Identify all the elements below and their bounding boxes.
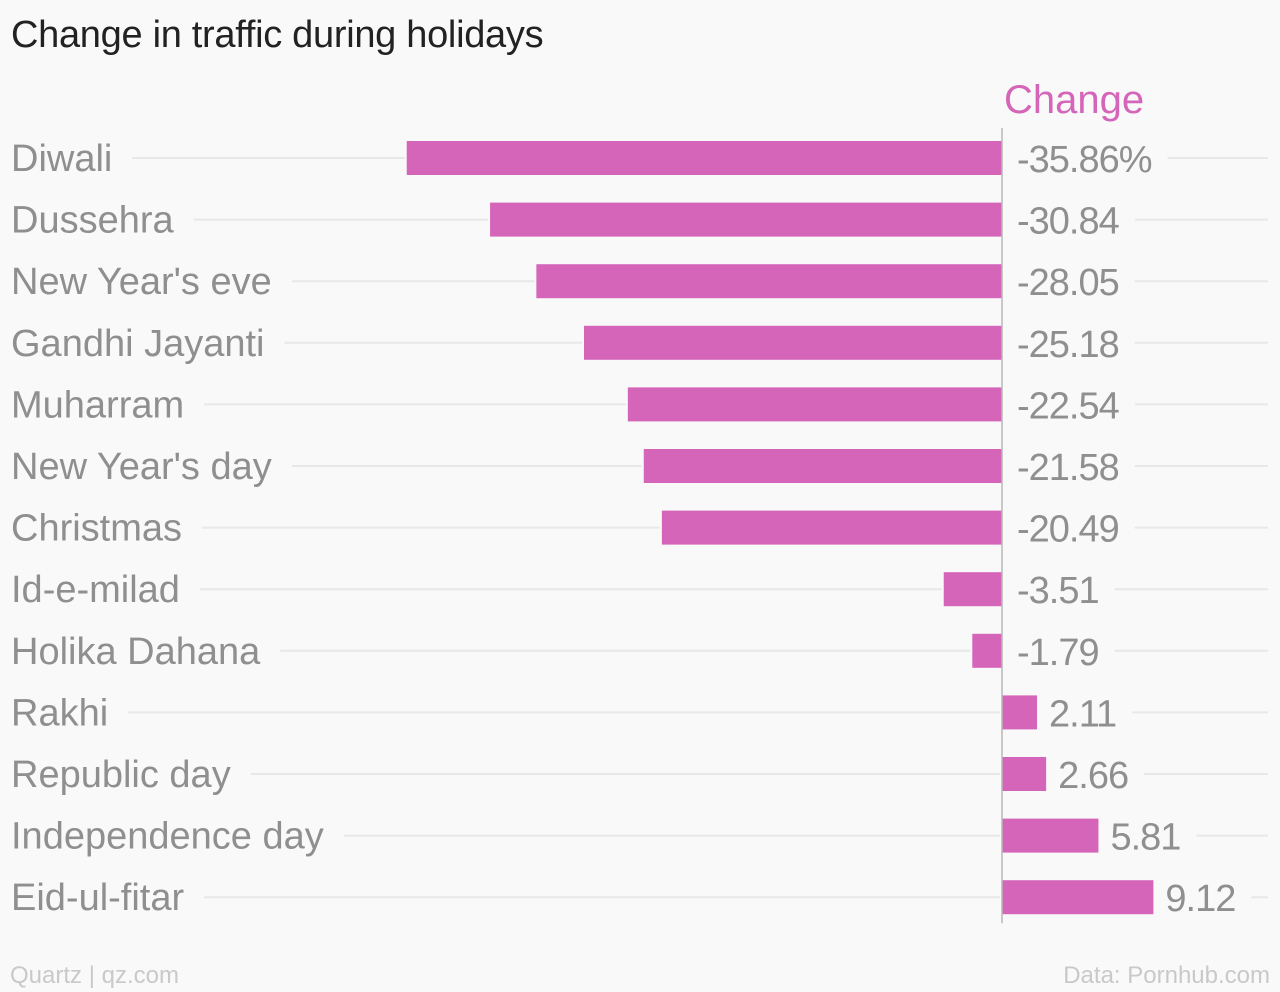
bar — [1002, 818, 1099, 853]
value-label: -35.86% — [1017, 139, 1152, 181]
footer-data-credit: Data: Pornhub.com — [1063, 962, 1270, 989]
bar — [661, 510, 1002, 545]
category-label: Christmas — [11, 508, 182, 550]
value-label: -1.79 — [1017, 632, 1099, 674]
category-label: Id-e-milad — [11, 569, 180, 611]
bar — [406, 141, 1002, 175]
value-label: -20.49 — [1017, 509, 1119, 551]
bars — [406, 141, 1154, 915]
category-label: New Year's eve — [11, 261, 272, 303]
bar — [643, 449, 1002, 483]
value-label: -3.51 — [1017, 570, 1099, 612]
value-label: 2.11 — [1049, 693, 1116, 735]
bar — [1002, 880, 1154, 915]
value-label: 5.81 — [1110, 817, 1180, 859]
bar — [627, 387, 1002, 422]
value-label: -22.54 — [1017, 385, 1120, 427]
value-label: 9.12 — [1165, 878, 1235, 920]
category-label: Independence day — [11, 816, 324, 858]
category-label: New Year's day — [11, 446, 272, 488]
value-label: 2.66 — [1058, 755, 1128, 797]
value-label: -25.18 — [1017, 324, 1119, 366]
bar — [536, 264, 1002, 299]
bar — [490, 202, 1002, 237]
bar — [584, 325, 1002, 360]
bar — [1002, 757, 1047, 791]
chart-title: Change in traffic during holidays — [11, 14, 544, 56]
category-label: Rakhi — [11, 692, 108, 734]
category-label: Diwali — [11, 138, 112, 180]
category-label: Dussehra — [11, 200, 174, 242]
category-label: Holika Dahana — [11, 631, 261, 673]
value-label: -30.84 — [1017, 201, 1120, 243]
category-label: Republic day — [11, 754, 231, 796]
series-header: Change — [1004, 78, 1144, 122]
grid-lines — [128, 157, 1268, 899]
bar — [943, 572, 1002, 607]
footer-source: Quartz | qz.com — [10, 962, 179, 989]
bar — [1002, 695, 1038, 730]
labels: Diwali -35.86% Dussehra -30.84 New Year's ev… — [11, 138, 1236, 920]
bar — [972, 633, 1002, 668]
value-label: -28.05 — [1017, 262, 1119, 304]
value-label: -21.58 — [1017, 447, 1119, 489]
category-label: Muharram — [11, 384, 184, 426]
category-label: Gandhi Jayanti — [11, 323, 265, 365]
category-label: Eid-ul-fitar — [11, 877, 184, 919]
